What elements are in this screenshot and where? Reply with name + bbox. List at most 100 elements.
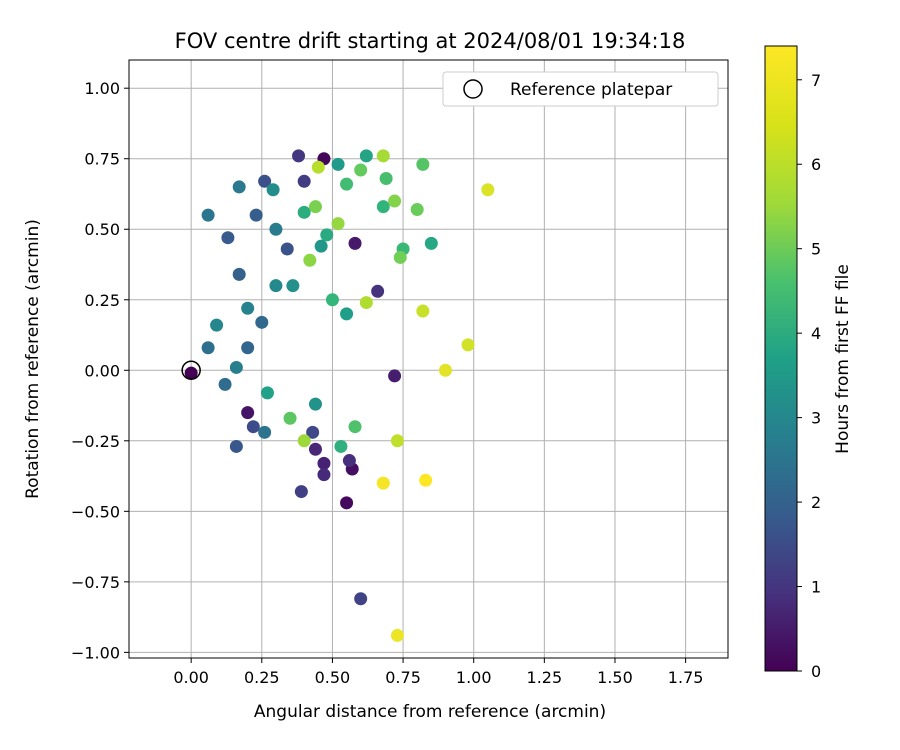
data-point bbox=[297, 434, 311, 448]
data-point bbox=[388, 194, 402, 208]
colorbar-tick-label: 3 bbox=[811, 409, 821, 428]
x-tick-label: 1.25 bbox=[527, 668, 563, 687]
data-point bbox=[258, 174, 272, 188]
data-point bbox=[317, 456, 331, 470]
data-point bbox=[354, 592, 368, 606]
y-tick-label: 0.00 bbox=[84, 361, 120, 380]
data-point bbox=[246, 420, 260, 434]
data-point bbox=[424, 236, 438, 250]
data-point bbox=[229, 360, 243, 374]
data-point bbox=[348, 420, 362, 434]
colorbar-tick-label: 0 bbox=[811, 662, 821, 681]
legend-entry-reference: Reference platepar bbox=[510, 80, 672, 100]
data-point bbox=[269, 222, 283, 236]
colorbar-label: Hours from first FF file bbox=[833, 264, 853, 454]
y-axis-label: Rotation from reference (arcmin) bbox=[23, 219, 43, 499]
data-point bbox=[266, 183, 280, 197]
data-point bbox=[388, 369, 402, 383]
data-point bbox=[314, 239, 328, 253]
data-point bbox=[241, 341, 255, 355]
colorbar-tick-label: 4 bbox=[811, 324, 821, 343]
grid-lines bbox=[129, 60, 728, 658]
y-ticks: 1.00 0.75 0.50 0.25 0.00 −0.25 −0.50 −0.75 −1.00 bbox=[71, 79, 129, 662]
chart-title: FOV centre drift starting at 2024/08/01 … bbox=[175, 29, 686, 53]
data-point bbox=[416, 157, 430, 171]
data-point bbox=[359, 149, 373, 163]
x-tick-label: 0.75 bbox=[385, 668, 421, 687]
data-point bbox=[249, 208, 263, 222]
data-point bbox=[241, 406, 255, 420]
data-point bbox=[320, 228, 334, 242]
data-point bbox=[359, 296, 373, 310]
data-point bbox=[481, 183, 495, 197]
data-point bbox=[297, 205, 311, 219]
data-point bbox=[221, 231, 235, 245]
data-point bbox=[280, 242, 294, 256]
data-point bbox=[297, 174, 311, 188]
legend-box bbox=[442, 71, 719, 107]
data-point bbox=[461, 338, 475, 352]
data-point bbox=[311, 160, 325, 174]
data-point bbox=[303, 253, 317, 267]
data-point bbox=[334, 439, 348, 453]
data-point bbox=[306, 425, 320, 439]
data-point bbox=[376, 149, 390, 163]
x-tick-label: 0.25 bbox=[244, 668, 280, 687]
colorbar-tick-label: 1 bbox=[811, 578, 821, 597]
y-tick-label: −0.50 bbox=[71, 502, 120, 521]
data-point bbox=[331, 217, 345, 231]
colorbar-tick-label: 7 bbox=[811, 71, 821, 90]
data-point bbox=[260, 386, 274, 400]
colorbar-gradient bbox=[764, 45, 798, 672]
data-point bbox=[201, 208, 215, 222]
data-point bbox=[340, 177, 354, 191]
colorbar-tick-label: 6 bbox=[811, 155, 821, 174]
x-tick-label: 0.00 bbox=[173, 668, 209, 687]
data-point bbox=[317, 468, 331, 482]
colorbar-tick-label: 2 bbox=[811, 493, 821, 512]
colorbar-tick-label: 5 bbox=[811, 240, 821, 259]
data-point bbox=[376, 476, 390, 490]
data-point bbox=[331, 157, 345, 171]
data-point bbox=[419, 473, 433, 487]
y-tick-label: −1.00 bbox=[71, 643, 120, 662]
data-point bbox=[438, 363, 452, 377]
data-point bbox=[308, 200, 322, 214]
y-tick-label: 0.50 bbox=[84, 220, 120, 239]
data-point bbox=[416, 304, 430, 318]
data-points bbox=[184, 149, 495, 642]
data-point bbox=[232, 180, 246, 194]
data-point bbox=[201, 341, 215, 355]
y-tick-label: 0.25 bbox=[84, 291, 120, 310]
data-point bbox=[308, 442, 322, 456]
plot-frame bbox=[128, 59, 729, 659]
data-point bbox=[294, 485, 308, 499]
y-tick-label: −0.25 bbox=[71, 432, 120, 451]
data-point bbox=[410, 203, 424, 216]
x-ticks: 0.00 0.25 0.50 0.75 1.00 1.25 1.50 1.75 bbox=[173, 658, 703, 687]
data-point bbox=[379, 171, 393, 185]
y-tick-label: 1.00 bbox=[84, 79, 120, 98]
data-point bbox=[340, 307, 354, 321]
data-point bbox=[371, 284, 385, 298]
reference-platepar-marker bbox=[181, 360, 201, 381]
y-tick-label: 0.75 bbox=[84, 150, 120, 169]
data-point bbox=[286, 279, 300, 293]
data-point bbox=[308, 397, 322, 411]
data-point bbox=[390, 434, 404, 448]
data-point bbox=[255, 315, 269, 329]
x-axis-label: Angular distance from reference (arcmin) bbox=[254, 702, 606, 722]
data-point bbox=[283, 411, 297, 425]
data-point bbox=[229, 439, 243, 453]
data-point bbox=[325, 293, 339, 307]
data-point bbox=[390, 628, 404, 642]
data-point bbox=[210, 318, 224, 332]
data-point bbox=[393, 250, 407, 264]
legend: Reference platepar bbox=[442, 71, 719, 107]
data-point bbox=[292, 149, 306, 163]
x-tick-label: 1.00 bbox=[456, 668, 492, 687]
data-point bbox=[354, 163, 368, 177]
data-point bbox=[232, 267, 246, 281]
x-tick-label: 1.75 bbox=[668, 668, 704, 687]
